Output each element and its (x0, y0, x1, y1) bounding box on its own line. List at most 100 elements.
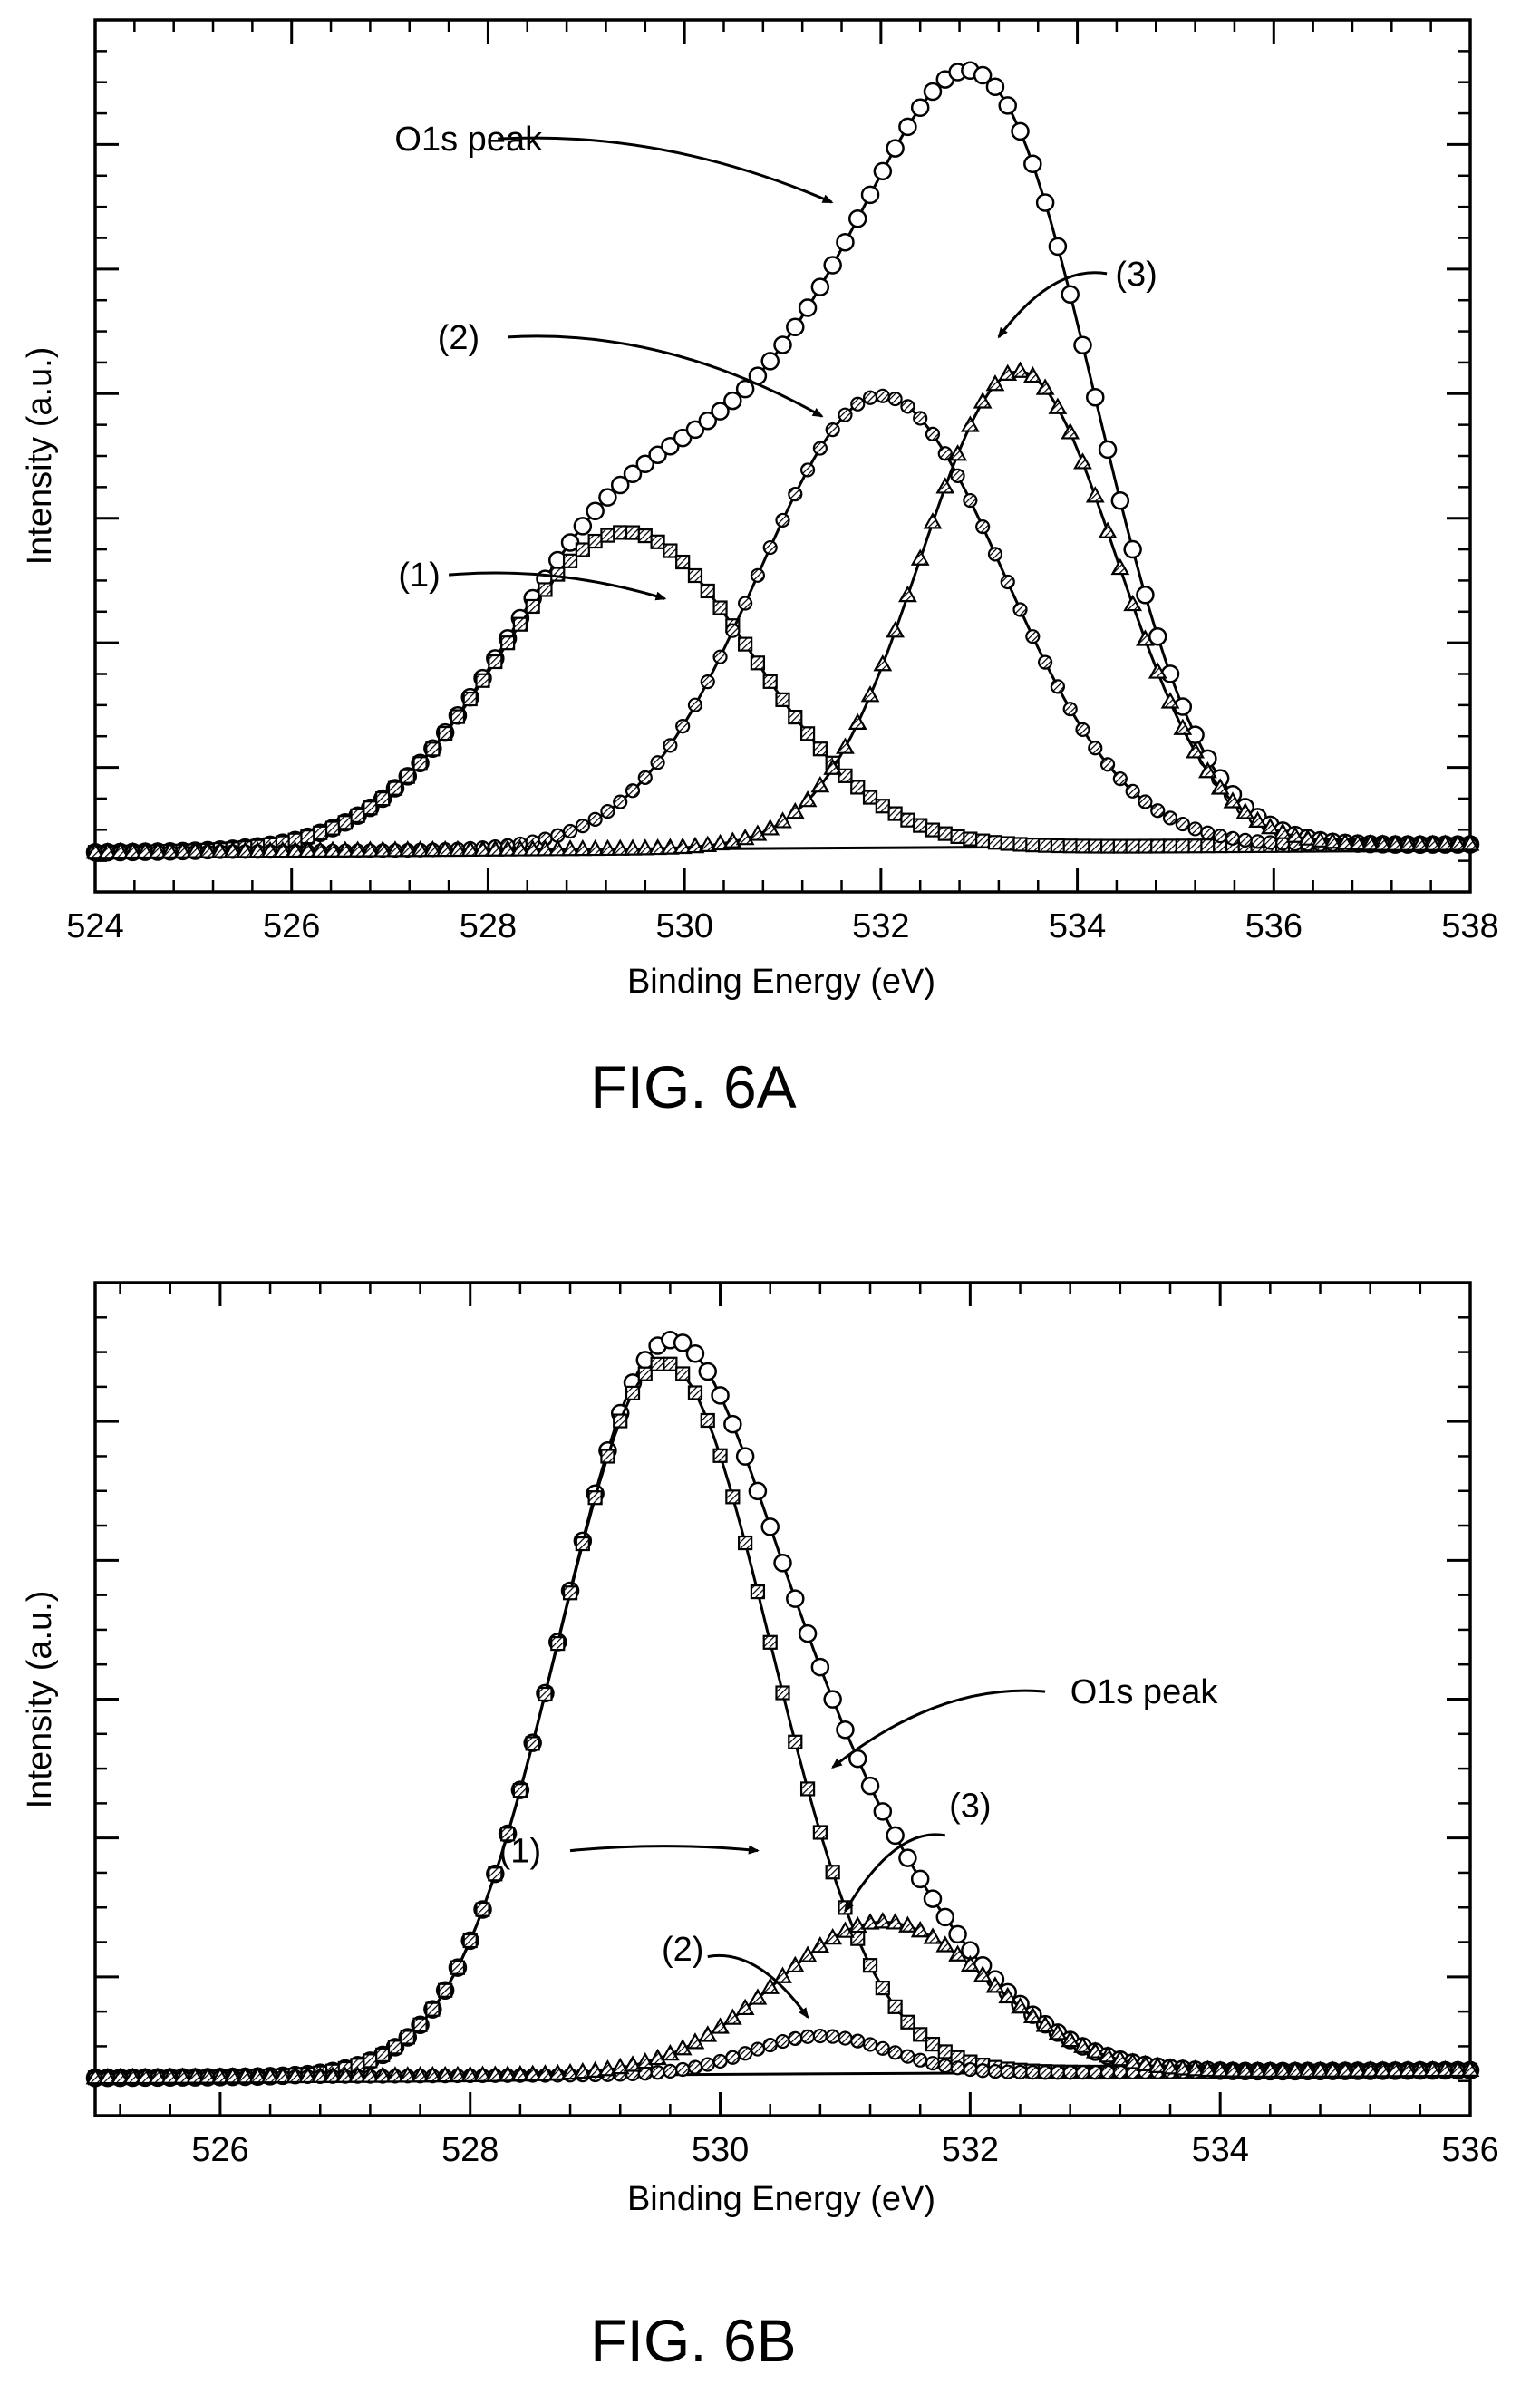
data-point (935, 1907, 955, 1927)
data-point (663, 2063, 678, 2079)
data-point (698, 1362, 718, 1381)
data-point (598, 488, 617, 507)
data-point (562, 823, 578, 839)
data-point (1088, 838, 1103, 854)
data-point (635, 454, 655, 474)
data-point (610, 475, 630, 495)
data-point (485, 839, 505, 857)
data-point (1075, 722, 1090, 737)
data-point (1048, 397, 1068, 414)
data-point (1423, 834, 1443, 851)
data-point (785, 801, 805, 819)
data-point (499, 1827, 516, 1842)
data-point (862, 1958, 878, 1973)
data-point (575, 1536, 590, 1552)
data-point (1187, 821, 1203, 837)
data-point (1136, 2054, 1155, 2072)
data-point (122, 2067, 142, 2085)
data-point (1448, 2059, 1467, 2078)
data-point (637, 2066, 653, 2081)
data-point (385, 2066, 405, 2083)
data-point (1398, 2060, 1418, 2078)
data-point (1038, 838, 1053, 853)
x-ticks-6b: 526 528 530 532 534 536 (119, 1283, 1499, 2169)
data-point (498, 2065, 518, 2082)
x-tick-label: 528 (441, 2131, 499, 2169)
data-point (1373, 834, 1392, 851)
annotation-label: O1s peak (394, 121, 543, 159)
data-point (587, 811, 603, 827)
data-point (711, 402, 730, 421)
data-point (760, 1517, 780, 1536)
data-point (375, 2047, 391, 2062)
data-point (1123, 539, 1142, 559)
data-point (860, 185, 880, 205)
data-point (900, 399, 915, 414)
data-point (398, 2066, 418, 2083)
data-point (887, 806, 903, 821)
data-point (1085, 486, 1105, 503)
data-point (773, 335, 792, 354)
data-point (788, 1734, 803, 1749)
data-point (1260, 2060, 1280, 2078)
data-point (735, 379, 755, 399)
data-point (711, 1386, 730, 1405)
data-point (687, 2059, 703, 2075)
data-point (348, 840, 367, 858)
data-point (850, 1931, 866, 1946)
data-point (512, 616, 528, 632)
data-point (935, 477, 955, 494)
data-point (860, 1913, 880, 1930)
data-point (723, 391, 742, 411)
data-point (886, 139, 905, 158)
o1s-fit-line (94, 69, 1471, 854)
data-point (1073, 452, 1092, 470)
data-point (85, 842, 105, 859)
x-tick-label: 532 (942, 2131, 999, 2169)
data-point (910, 98, 930, 117)
data-point (210, 841, 230, 858)
data-point (425, 2001, 441, 2017)
data-point (637, 770, 653, 785)
data-point (625, 1385, 641, 1400)
data-point (635, 838, 655, 856)
data-point (1448, 834, 1467, 851)
data-point (323, 2066, 343, 2083)
data-point (998, 363, 1018, 381)
data-point (923, 1927, 943, 1944)
data-point (1248, 2060, 1267, 2078)
data-point (348, 2066, 367, 2083)
data-point (913, 411, 928, 426)
data-point (1050, 679, 1066, 694)
annotation-arrow (831, 1689, 1046, 1769)
data-point (735, 1998, 755, 2016)
data-point (523, 839, 543, 857)
data-point (648, 2048, 667, 2066)
data-point (963, 492, 978, 509)
data-point (1099, 757, 1116, 772)
data-point (1162, 838, 1178, 854)
annotation-label: O1s peak (1070, 1673, 1219, 1711)
x-tick-label: 530 (692, 2131, 749, 2169)
data-point (873, 161, 893, 181)
data-point (1110, 2050, 1130, 2067)
data-point (975, 833, 991, 848)
data-point (1098, 521, 1118, 538)
data-point (1123, 2052, 1143, 2069)
data-point (298, 840, 317, 858)
data-point (1235, 2060, 1255, 2078)
data-point (223, 841, 243, 858)
data-point (1011, 361, 1030, 378)
data-point (660, 2043, 680, 2061)
data-point (1385, 834, 1405, 851)
y-ticks-6a (95, 50, 1470, 862)
data-point (725, 623, 741, 638)
data-point (475, 673, 490, 688)
data-point (925, 2056, 941, 2071)
data-point (488, 654, 503, 670)
data-point (847, 1749, 867, 1769)
data-point (460, 2065, 480, 2082)
data-point (1200, 838, 1216, 854)
y-axis-title-6b: Intensity (a.u.) (21, 1591, 59, 1809)
data-point (223, 2067, 243, 2084)
